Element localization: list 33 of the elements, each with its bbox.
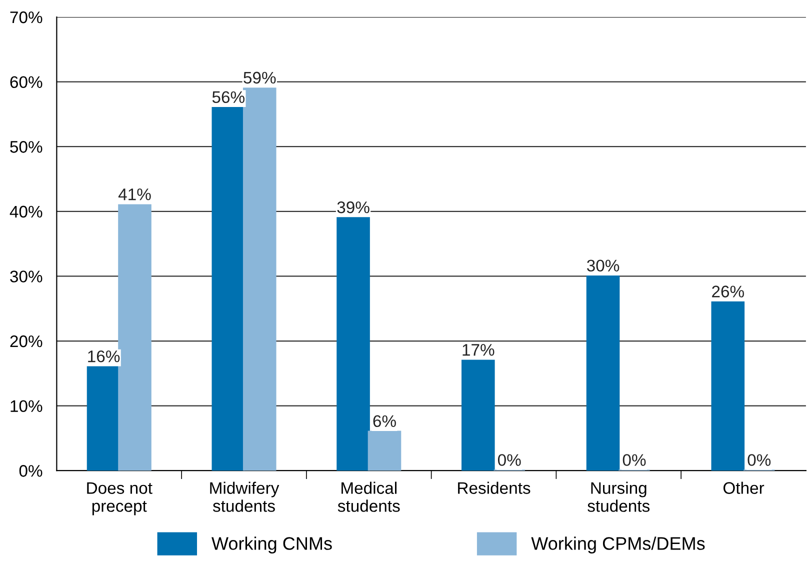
legend-label: Working CPMs/DEMs (531, 536, 705, 554)
data-label: 0% (622, 454, 646, 466)
x-tick-label: Medical students (338, 482, 400, 512)
x-tick-label: Does not precept (87, 482, 152, 516)
bar (118, 204, 152, 471)
x-tick-label: Residents (458, 482, 530, 494)
data-label: 59% (244, 72, 276, 84)
y-tick-label: 20% (10, 335, 42, 348)
x-tick-label: Midwifery students (210, 482, 280, 512)
bar (368, 430, 402, 471)
data-label: 30% (586, 260, 620, 272)
y-tick-label: 30% (10, 270, 42, 282)
bar (711, 301, 745, 471)
y-tick-label: 50% (10, 141, 42, 153)
data-label: 17% (462, 344, 494, 356)
data-label: 56% (212, 91, 244, 104)
data-label: 39% (337, 201, 370, 214)
bar (586, 275, 620, 471)
y-tick-label: 40% (10, 206, 42, 218)
y-tick-label: 70% (10, 11, 42, 24)
y-tick-label: 10% (10, 400, 42, 412)
data-label: 26% (712, 286, 744, 298)
bar (462, 359, 495, 471)
y-tick-label: 60% (10, 76, 42, 88)
data-label: 0% (748, 454, 771, 466)
data-label: 6% (373, 415, 396, 428)
x-tick-label: Other (723, 482, 764, 494)
data-label: 41% (118, 188, 151, 200)
data-label: 16% (88, 350, 120, 362)
y-tick-label: 0% (19, 465, 42, 477)
data-label: 0% (498, 454, 521, 466)
legend-label: Working CNMs (212, 536, 332, 554)
x-tick-label: Nursing students (588, 482, 650, 512)
